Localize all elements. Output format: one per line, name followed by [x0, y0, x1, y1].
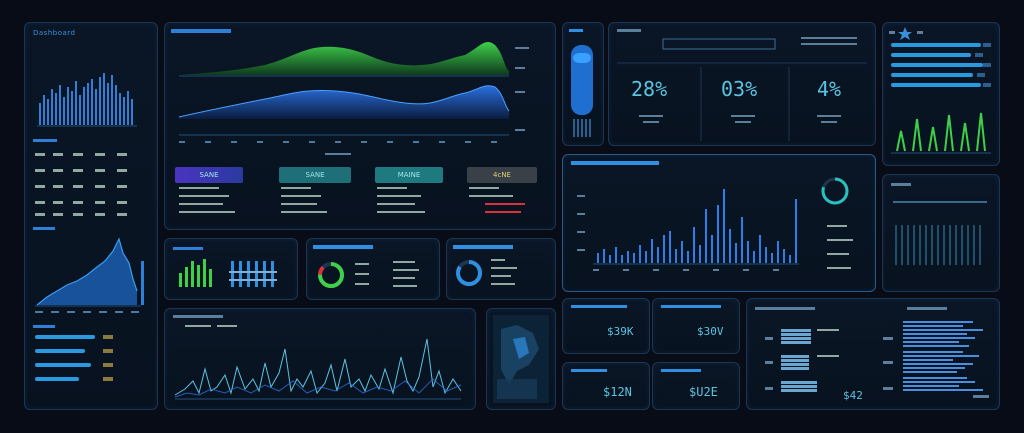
right-bottom-value: $42 — [843, 389, 863, 402]
money-label-3-bar — [571, 369, 607, 372]
money-value-1: $39K — [607, 325, 634, 338]
map-thumbnail-panel — [486, 308, 556, 410]
spike-chart — [173, 315, 462, 400]
kpi-header-decor — [617, 29, 867, 141]
right-top-graphics — [889, 27, 991, 154]
blue-ring-graphics — [453, 245, 517, 286]
money-value-3: $12N — [603, 385, 632, 399]
green-ring-graphics — [313, 245, 419, 288]
left-panel-graphics — [33, 73, 144, 381]
money-label-1-bar — [571, 305, 627, 308]
right-top-panel — [882, 22, 1000, 166]
money-panel-1: $39K — [562, 298, 650, 354]
kpi-value-2: 03% — [721, 77, 758, 101]
wave-chart-panel: SANE SANE MAINE 4cNE — [164, 22, 556, 230]
vertical-gauge — [569, 29, 593, 137]
main-bar-chart — [571, 161, 853, 271]
left-panel-title: Dashboard — [33, 29, 76, 37]
mode-button-4[interactable]: 4cNE — [467, 167, 537, 183]
wave-chart — [171, 29, 529, 213]
left-panel: Dashboard — [24, 22, 158, 410]
money-value-4: $U2E — [689, 385, 718, 399]
money-label-4-bar — [661, 369, 701, 372]
right-middle-graphics — [891, 183, 987, 265]
spike-chart-panel — [164, 308, 476, 410]
money-panel-4: $U2E — [652, 362, 740, 410]
kpi-value-1: 28% — [631, 77, 668, 101]
money-panel-2: $30V — [652, 298, 740, 354]
signal-graphics — [173, 247, 277, 287]
mode-button-3[interactable]: MAINE — [375, 167, 443, 183]
mode-button-2[interactable]: SANE — [279, 167, 351, 183]
main-bar-chart-panel — [562, 154, 876, 292]
right-middle-panel — [882, 174, 1000, 292]
right-bottom-panel: $42 — [746, 298, 1000, 410]
mode-button-1[interactable]: SANE — [175, 167, 243, 183]
right-bottom-graphics — [755, 307, 989, 398]
vertical-gauge-panel — [562, 22, 604, 146]
green-ring-panel — [306, 238, 440, 300]
map-thumbnail — [493, 315, 549, 403]
money-label-2-bar — [661, 305, 721, 308]
signal-panel — [164, 238, 298, 300]
money-value-2: $30V — [697, 325, 724, 338]
star-icon — [898, 27, 912, 40]
kpi-panel: 28% 03% 4% — [608, 22, 876, 146]
blue-ring-panel — [446, 238, 556, 300]
kpi-value-3: 4% — [817, 77, 842, 101]
money-panel-3: $12N — [562, 362, 650, 410]
